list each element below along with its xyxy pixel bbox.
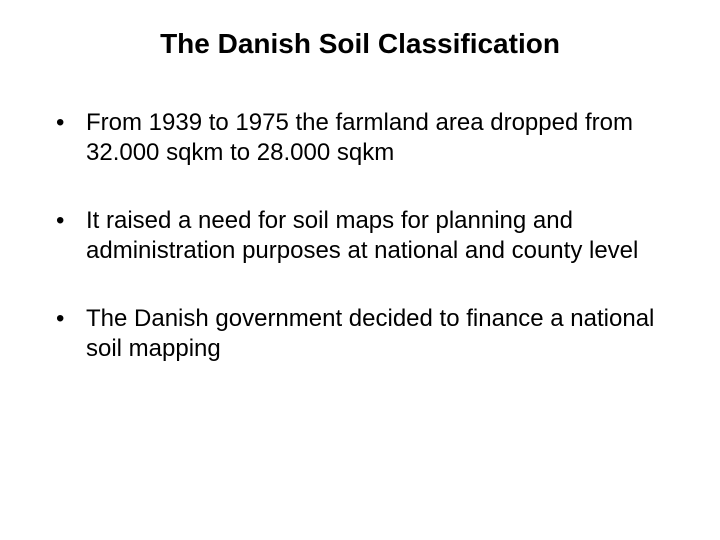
bullet-list: From 1939 to 1975 the farmland area drop…	[50, 108, 670, 364]
list-item: From 1939 to 1975 the farmland area drop…	[50, 108, 670, 168]
list-item: The Danish government decided to finance…	[50, 304, 670, 364]
slide-title: The Danish Soil Classification	[50, 28, 670, 60]
list-item: It raised a need for soil maps for plann…	[50, 206, 670, 266]
